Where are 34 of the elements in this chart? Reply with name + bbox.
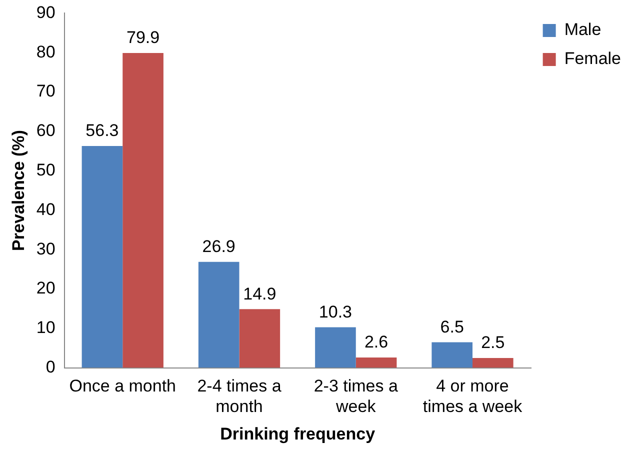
y-tick-label: 20 [36, 278, 56, 298]
x-tick-label: Once a month [69, 376, 176, 396]
x-tick-label: 2-3 times a week [314, 376, 398, 416]
x-tick-label: 2-4 times a month [197, 376, 282, 416]
y-axis-title: Prevalence (%) [8, 130, 28, 251]
bar [239, 309, 280, 368]
bar [198, 262, 240, 368]
y-tick-label: 50 [36, 160, 56, 180]
bar [472, 358, 514, 368]
bar [122, 52, 164, 368]
data-label: 14.9 [243, 284, 276, 304]
bar [356, 358, 397, 368]
y-tick-label: 0 [46, 357, 56, 376]
bar [432, 342, 472, 368]
data-label: 56.3 [86, 121, 119, 140]
data-label: 2.6 [364, 332, 388, 352]
y-tick-label: 90 [36, 2, 56, 22]
bar [82, 146, 123, 368]
data-label: 6.5 [440, 317, 464, 336]
x-tick-label: 4 or more times a week [422, 376, 523, 416]
data-label: 2.5 [481, 333, 505, 352]
bar [315, 327, 356, 368]
y-tick-label: 40 [36, 200, 56, 219]
y-tick-label: 10 [36, 318, 56, 338]
legend-label: Male [564, 20, 602, 40]
y-tick-label: 80 [36, 42, 56, 62]
x-axis-title: Drinking frequency [220, 424, 376, 444]
data-label: 10.3 [318, 302, 352, 322]
y-tick-label: 70 [36, 82, 56, 101]
y-tick-label: 60 [36, 121, 56, 140]
data-label: 26.9 [202, 237, 236, 256]
legend-label: Female [564, 49, 621, 68]
data-label: 79.9 [126, 28, 160, 48]
y-tick-label: 30 [36, 239, 56, 258]
